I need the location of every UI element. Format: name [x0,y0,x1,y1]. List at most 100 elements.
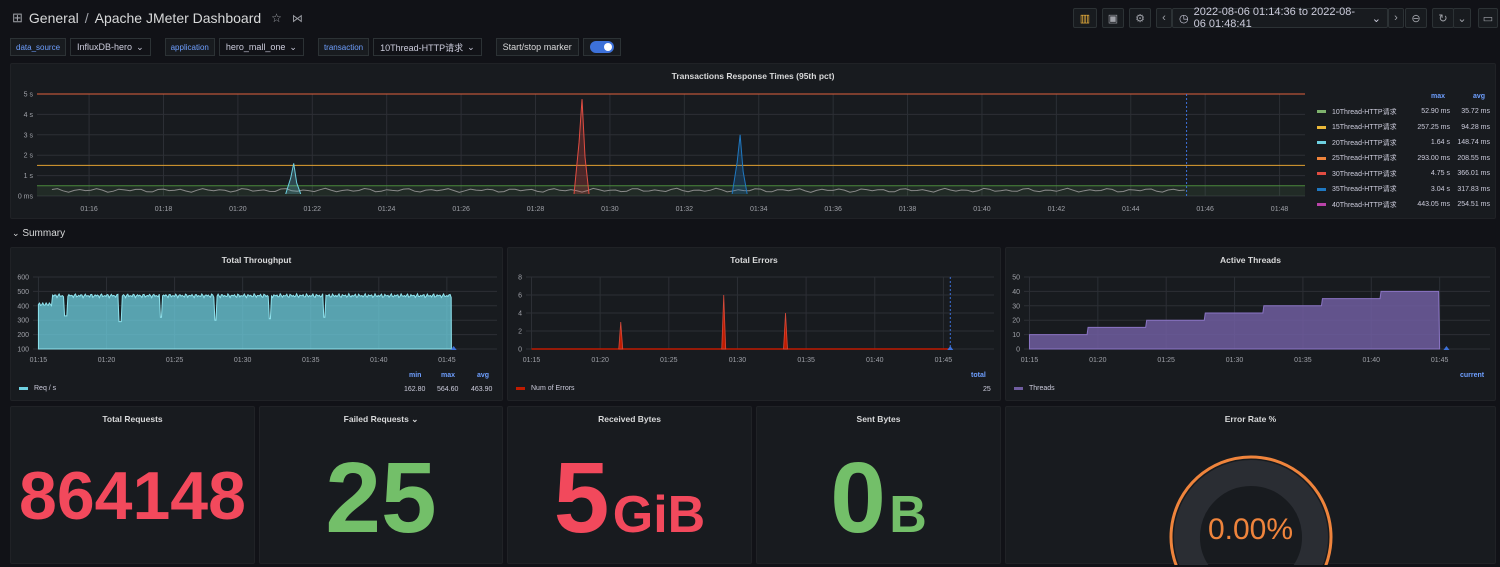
y-tick-label: 2 s [24,153,34,160]
y-tick-label: 4 [518,311,522,318]
series-spike [285,163,302,195]
x-tick-label: 01:46 [1196,206,1214,213]
variable-select-application[interactable]: hero_mall_one ⌄ [218,38,304,56]
panel-active-threads: Active Threads 0 10 20 30 40 50 01:15 01:20 01:2… [1005,247,1496,401]
legend-item[interactable]: 10Thread-HTTP请求 52.90 ms 35.72 ms [1311,104,1491,119]
stat-number: 5 [553,442,610,554]
panel-title[interactable]: Total Errors [730,255,778,265]
panel-title[interactable]: Active Threads [1220,255,1281,265]
legend-max-value: 564.60 [437,386,459,393]
legend-header-avg[interactable]: avg [477,372,490,379]
dashboards-grid-icon[interactable]: ⊞ [12,10,23,25]
y-tick-label: 5 s [24,92,34,99]
y-tick-label: 8 [518,275,522,282]
dashboard-title[interactable]: Apache JMeter Dashboard [94,10,262,26]
legend-header-current[interactable]: current [1460,372,1485,379]
legend-swatch [1014,387,1023,390]
time-back-button[interactable]: ‹ [1156,8,1172,28]
throughput-area [37,292,452,350]
legend-item[interactable]: 15Thread-HTTP请求 257.25 ms 94.28 ms [1311,120,1491,135]
legend-label: Threads [1029,385,1055,392]
legend-header-max[interactable]: max [441,372,456,379]
breadcrumb-separator: / [84,10,89,26]
y-tick-label: 0 [518,347,522,354]
panel-title-wrapper[interactable]: Failed Requests ⌄ [260,414,502,425]
legend-swatch [1317,141,1326,144]
variable-label-transaction: transaction [317,38,370,56]
time-forward-button[interactable]: › [1388,8,1404,28]
panel-title[interactable]: Sent Bytes [856,414,901,424]
threshold-band [37,185,1305,196]
variable-value: 10Thread-HTTP请求 [380,42,464,53]
annotation-marker[interactable] [947,346,954,350]
panel-title[interactable]: Error Rate % [1224,414,1277,424]
annotation-marker[interactable] [1443,346,1450,350]
refresh-interval-button[interactable]: ⌄ [1453,8,1471,28]
y-tick-label: 2 [518,329,522,336]
legend-swatch [1317,187,1326,191]
legend-avg-value: 35.72 ms [1461,108,1490,115]
chevron-down-icon: ⌄ [289,41,297,52]
tv-mode-button[interactable]: ▭ [1478,8,1498,28]
zoom-out-button[interactable]: ⊖ [1405,8,1427,28]
clock-icon: ◷ [1179,12,1189,25]
breadcrumb: ⊞ General / Apache JMeter Dashboard ☆ ⋈ [12,10,303,26]
panel-error-rate: Error Rate % 0.00% [1005,406,1496,565]
time-picker[interactable]: ◷ 2022-08-06 01:14:36 to 2022-08-06 01:4… [1172,6,1388,30]
add-panel-button[interactable]: ▥ [1073,8,1097,28]
legend-header-max[interactable]: max [1431,93,1446,100]
x-tick-label: 01:45 [935,357,953,364]
variable-select-data-source[interactable]: InfluxDB-hero ⌄ [70,38,151,56]
legend-label: 35Thread-HTTP请求 [1332,186,1397,193]
legend-swatch [516,387,525,390]
settings-button[interactable]: ⚙ [1129,8,1151,28]
y-tick-label: 1 s [24,173,34,180]
y-tick-label: 500 [17,289,29,296]
marker-toggle-label: Start/stop marker [495,38,579,56]
chevron-down-icon: ⌄ [1371,12,1381,25]
save-dashboard-button[interactable]: ▣ [1102,8,1124,28]
legend-avg-value: 463.90 [471,386,493,393]
panel-total-requests: Total Requests 864148 [10,406,255,564]
legend-item[interactable]: Req / s [19,381,56,396]
panel-title[interactable]: Total Requests [102,414,163,424]
panel-title[interactable]: Transactions Response Times (95th pct) [671,71,835,81]
x-tick-label: 01:45 [1431,357,1449,364]
annotation-marker[interactable] [450,346,457,350]
row-title: Summary [22,228,66,239]
legend-item[interactable]: 35Thread-HTTP请求 3.04 s 317.83 ms [1311,182,1491,197]
legend-item[interactable]: 25Thread-HTTP请求 293.00 ms 208.55 ms [1311,151,1491,166]
legend-max-value: 1.64 s [1430,139,1450,146]
x-tick-label: 01:20 [1089,357,1107,364]
legend-min-value: 162.80 [404,386,426,393]
x-tick-label: 01:15 [30,357,48,364]
star-icon[interactable]: ☆ [271,11,282,25]
legend-max-value: 443.05 ms [1417,201,1450,208]
breadcrumb-folder[interactable]: General [28,10,79,26]
legend-header-total[interactable]: total [971,372,986,379]
marker-toggle[interactable] [589,41,614,53]
legend-item[interactable]: 40Thread-HTTP请求 443.05 ms 254.51 ms [1311,197,1491,212]
y-tick-label: 10 [1012,332,1020,339]
share-icon[interactable]: ⋈ [291,12,303,25]
legend-avg-value: 148.74 ms [1457,139,1490,146]
legend-label: Num of Errors [531,385,575,392]
legend-header-min[interactable]: min [409,372,422,379]
refresh-button[interactable]: ↻ [1432,8,1454,28]
legend-item[interactable]: 30Thread-HTTP请求 4.75 s 366.01 ms [1311,166,1491,181]
variable-select-transaction[interactable]: 10Thread-HTTP请求 ⌄ [373,38,482,56]
row-summary[interactable]: ⌄ Summary [12,228,65,239]
panel-title[interactable]: Received Bytes [598,414,661,424]
legend-item[interactable]: Num of Errors [516,381,575,396]
refresh-icon: ↻ [1438,12,1448,25]
legend-item[interactable]: 20Thread-HTTP请求 1.64 s 148.74 ms [1311,135,1491,150]
legend-header-avg[interactable]: avg [1473,93,1486,100]
chevron-right-icon: › [1394,12,1398,24]
x-tick-label: 01:25 [1157,357,1175,364]
legend-item[interactable]: Threads [1014,381,1055,396]
panel-title[interactable]: Total Throughput [221,255,292,265]
x-tick-label: 01:30 [601,206,619,213]
y-tick-label: 200 [17,332,29,339]
variable-value: InfluxDB-hero [77,42,133,52]
chevron-down-icon: ⌄ [136,41,144,52]
